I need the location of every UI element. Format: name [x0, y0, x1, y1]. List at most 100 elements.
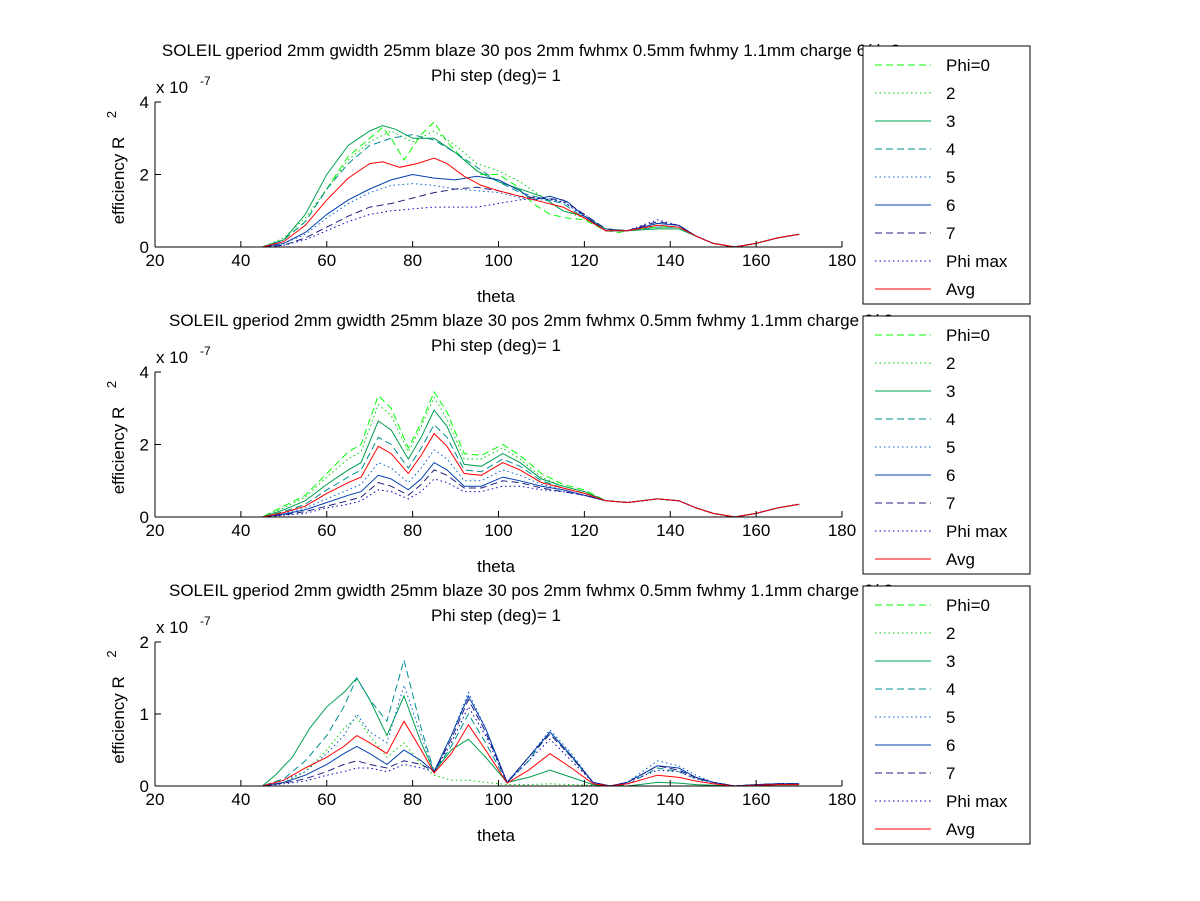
subplot-3: 20 40 60 80 100 120 140 160 180 0 1 2 x 10 -7 SOLEIL g… — [104, 581, 1031, 845]
y-axis-label-group: efficiency R 2 — [104, 650, 128, 763]
chart-title: SOLEIL gperiod 2mm gwidth 25mm blaze 30 … — [169, 311, 911, 330]
legend-label: Phi max — [946, 522, 1008, 541]
legend-label: 3 — [946, 112, 955, 131]
x-tick-label: 140 — [656, 790, 684, 809]
y-tick-label: 0 — [140, 777, 149, 796]
legend-label: 5 — [946, 438, 955, 457]
y-tick-label: 2 — [140, 166, 149, 185]
x-tick-label: 100 — [484, 790, 512, 809]
legend-label: Phi max — [946, 792, 1008, 811]
legend-label: Avg — [946, 550, 975, 569]
y-axis-label-group: efficiency R 2 — [104, 111, 128, 224]
exponent-superscript: -7 — [200, 74, 211, 88]
legend-label: 2 — [946, 354, 955, 373]
series-line-4 — [197, 658, 800, 787]
x-tick-label: 80 — [403, 521, 422, 540]
subplot-1: 20 40 60 80 100 120 140 160 180 0 2 4 x 10 -7 SOLEIL g… — [104, 41, 1031, 306]
series-line-6 — [197, 694, 800, 787]
exponent-superscript: -7 — [200, 344, 211, 358]
x-tick-label: 180 — [828, 251, 856, 270]
x-axis-label: theta — [477, 826, 515, 845]
legend-label: 2 — [946, 624, 955, 643]
exponent-label: x 10 — [156, 78, 188, 97]
legend-label: 6 — [946, 736, 955, 755]
x-tick-label: 40 — [231, 251, 250, 270]
series-line-9 — [197, 720, 800, 787]
chart-subtitle: Phi step (deg)= 1 — [431, 606, 561, 625]
chart-title: SOLEIL gperiod 2mm gwidth 25mm blaze 30 … — [162, 41, 918, 60]
chart-title: SOLEIL gperiod 2mm gwidth 25mm blaze 30 … — [169, 581, 911, 600]
series-line-8 — [197, 705, 800, 787]
x-tick-label: 120 — [570, 521, 598, 540]
series-line-8 — [197, 478, 800, 518]
legend-label: 3 — [946, 382, 955, 401]
x-tick-label: 160 — [742, 251, 770, 270]
x-tick-label: 100 — [484, 521, 512, 540]
y-axis-label-superscript: 2 — [104, 111, 119, 118]
legend-label: Phi=0 — [946, 596, 990, 615]
legend-label: 7 — [946, 224, 955, 243]
exponent-label: x 10 — [156, 618, 188, 637]
y-axis-label-superscript: 2 — [104, 650, 119, 657]
legend-label: 6 — [946, 196, 955, 215]
series-line-3 — [197, 677, 800, 787]
series-line-5 — [197, 449, 800, 518]
x-tick-label: 140 — [656, 251, 684, 270]
legend-label: 4 — [946, 410, 955, 429]
legend-label: 3 — [946, 652, 955, 671]
x-tick-label: 160 — [742, 790, 770, 809]
series-line-9 — [197, 432, 800, 518]
y-tick-label: 4 — [140, 93, 149, 112]
x-tick-label: 60 — [317, 251, 336, 270]
x-tick-label: 160 — [742, 521, 770, 540]
x-axis-label: theta — [477, 287, 515, 306]
x-tick-label: 180 — [828, 521, 856, 540]
x-tick-label: 100 — [484, 251, 512, 270]
x-tick-label: 140 — [656, 521, 684, 540]
legend-label: Phi max — [946, 252, 1008, 271]
x-tick-label: 40 — [231, 790, 250, 809]
x-tick-label: 120 — [570, 251, 598, 270]
x-tick-label: 60 — [317, 790, 336, 809]
legend-label: 4 — [946, 680, 955, 699]
x-axis-label: theta — [477, 557, 515, 576]
legend: Phi=0 2 3 4 5 6 7 Phi max Avg — [862, 45, 1031, 305]
series-group — [197, 121, 800, 248]
y-tick-label: 2 — [140, 436, 149, 455]
x-tick-label: 40 — [231, 521, 250, 540]
legend: Phi=0 2 3 4 5 6 7 Phi max Avg — [862, 315, 1031, 575]
legend-box — [862, 45, 1031, 305]
y-axis-label-superscript: 2 — [104, 381, 119, 388]
y-axis-label: efficiency R — [109, 407, 128, 495]
legend-label: 4 — [946, 140, 955, 159]
subplot-2: 20 40 60 80 100 120 140 160 180 0 2 4 x 10 -7 SOLEIL g… — [104, 311, 1031, 576]
legend-label: 2 — [946, 84, 955, 103]
legend-label: 7 — [946, 764, 955, 783]
x-tick-label: 80 — [403, 790, 422, 809]
legend-label: Avg — [946, 280, 975, 299]
series-line-9 — [197, 157, 800, 248]
legend-box — [862, 585, 1031, 845]
legend-label: 6 — [946, 466, 955, 485]
y-tick-label: 1 — [140, 705, 149, 724]
legend-label: 5 — [946, 168, 955, 187]
legend-label: Phi=0 — [946, 56, 990, 75]
exponent-superscript: -7 — [200, 614, 211, 628]
legend-label: 5 — [946, 708, 955, 727]
exponent-label: x 10 — [156, 348, 188, 367]
x-tick-label: 60 — [317, 521, 336, 540]
x-tick-label: 120 — [570, 790, 598, 809]
legend: Phi=0 2 3 4 5 6 7 Phi max Avg — [862, 585, 1031, 845]
legend-label: Phi=0 — [946, 326, 990, 345]
x-tick-label: 20 — [146, 521, 165, 540]
legend-label: Avg — [946, 820, 975, 839]
chart-subtitle: Phi step (deg)= 1 — [431, 336, 561, 355]
y-tick-label: 2 — [140, 633, 149, 652]
series-line-5 — [197, 683, 800, 787]
y-tick-label: 4 — [140, 363, 149, 382]
series-line-7 — [197, 698, 800, 787]
chart-subtitle: Phi step (deg)= 1 — [431, 66, 561, 85]
x-tick-label: 80 — [403, 251, 422, 270]
y-axis-label: efficiency R — [109, 676, 128, 764]
